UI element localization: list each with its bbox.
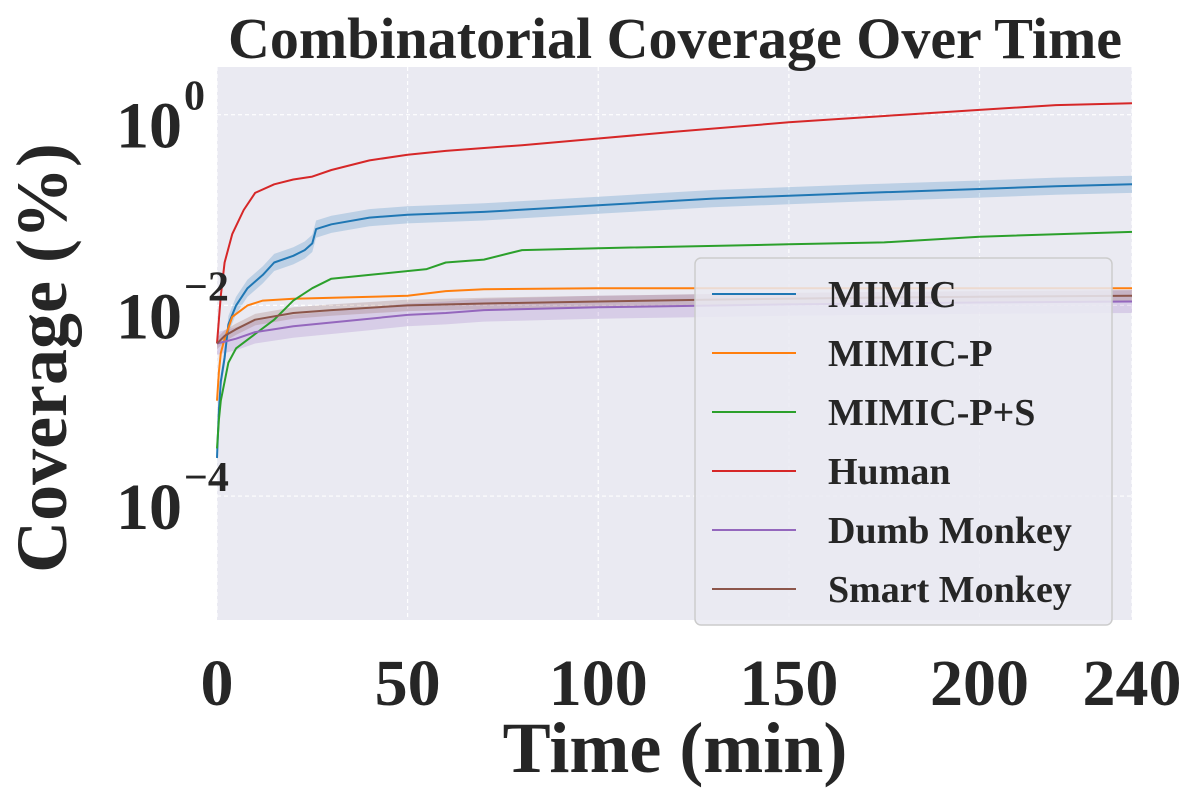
x-tick-label: 50 [375,647,441,720]
x-axis-label: Time (min) [503,708,848,788]
y-tick-exponent: −2 [184,264,229,310]
x-tick-label: 240 [1083,647,1182,720]
legend-label-mimic: MIMIC [828,274,957,316]
legend-label-mimic-p-s: MIMIC-P+S [828,392,1035,434]
y-tick-exponent: −4 [184,455,229,501]
chart-title: Combinatorial Coverage Over Time [228,6,1122,71]
legend: MIMIC MIMIC-P MIMIC-P+S Human Dumb Monkey Sma… [694,257,1113,626]
x-tick-labels: 0 50 100 150 200 240 [201,647,1182,720]
line-mimic-p [216,287,1132,401]
x-tick-label: 0 [201,647,234,720]
x-tick-label: 200 [930,647,1029,720]
legend-label-dumb-monkey: Dumb Monkey [828,510,1072,552]
x-tick-label: 150 [739,647,838,720]
y-tick-exponent: 0 [184,74,205,120]
y-axis-label: Coverage (%) [2,143,82,573]
legend-box [694,257,1113,626]
y-tick-label: 10 [116,280,182,353]
line-mimic-p-s [216,230,1133,449]
legend-label-smart-monkey: Smart Monkey [828,569,1072,611]
y-tick-label: 10 [116,471,182,544]
legend-label-mimic-p: MIMIC-P [828,333,993,375]
y-tick-label: 10 [116,90,182,163]
line-human [216,102,1133,344]
legend-label-human: Human [828,451,950,493]
x-tick-label: 100 [549,647,648,720]
